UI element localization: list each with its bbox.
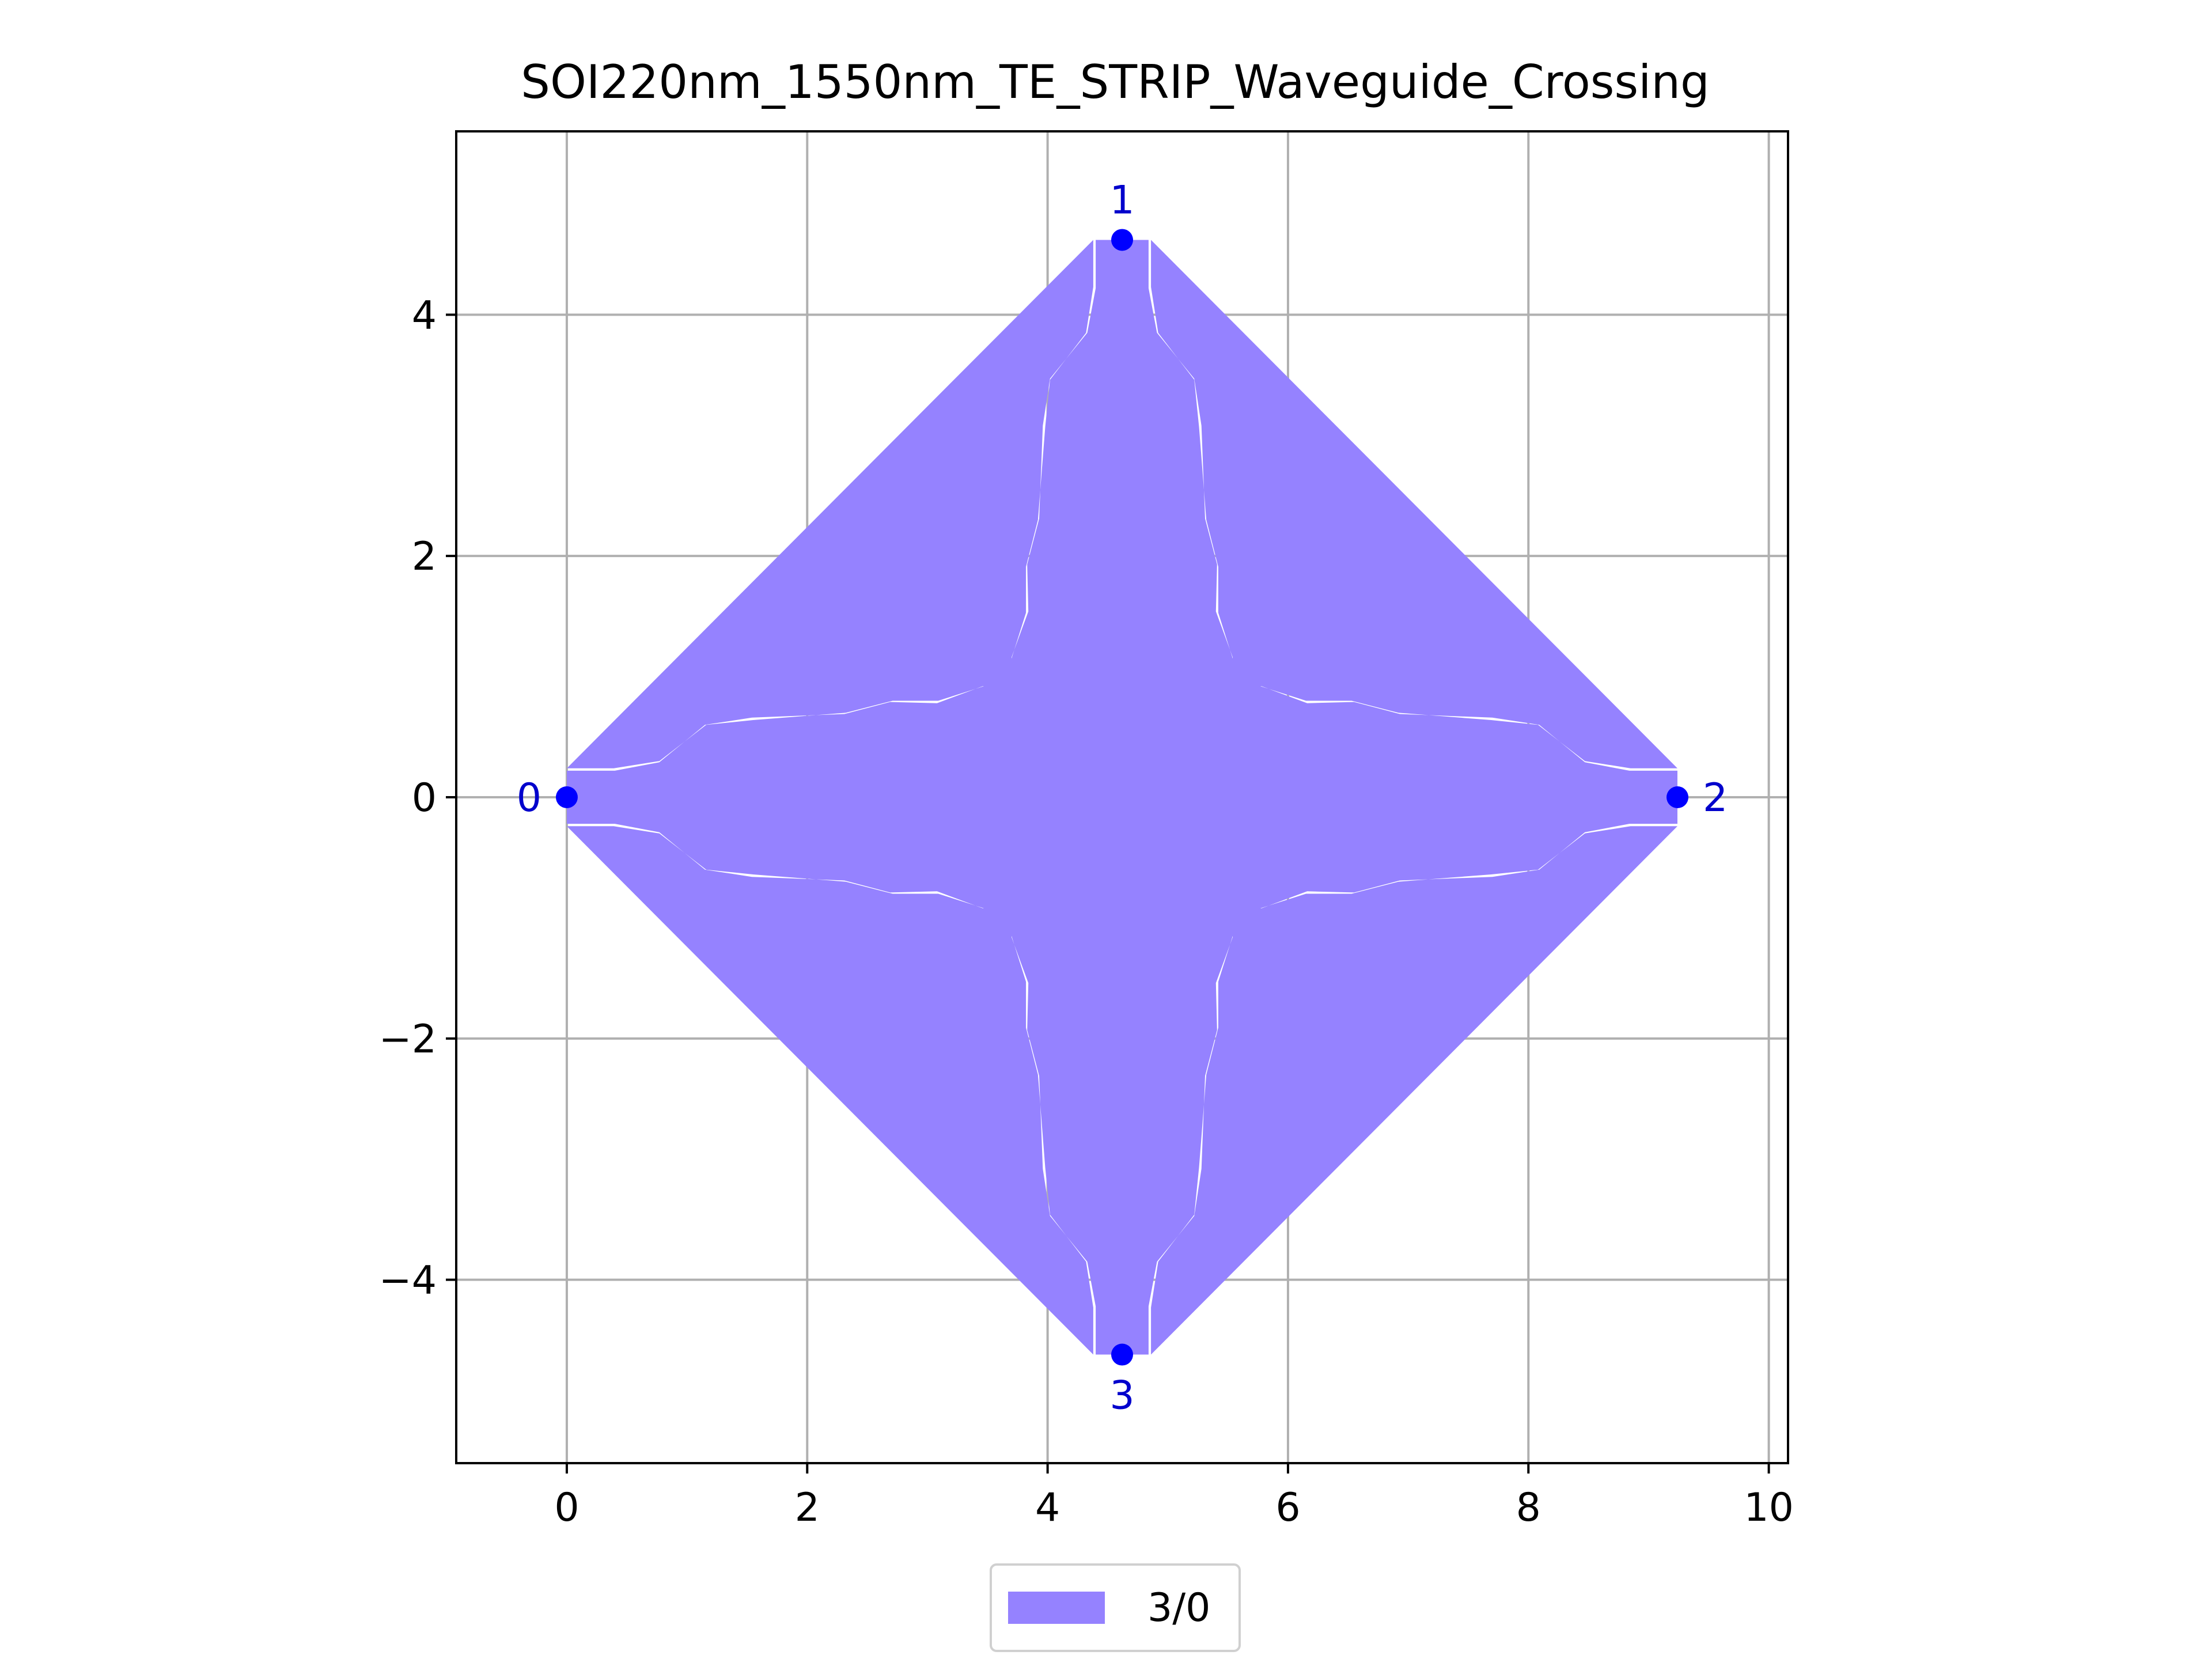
y-tick-label: 4 <box>412 293 437 338</box>
axis-ticks: 0 2 4 6 8 10 −4 −2 0 2 4 <box>379 293 1794 1531</box>
port-label: 3 <box>1109 1373 1134 1419</box>
y-tick-label: 0 <box>412 775 437 821</box>
legend-swatch <box>1008 1592 1105 1624</box>
port-label: 0 <box>517 775 541 821</box>
y-tick-label: −2 <box>379 1017 437 1062</box>
legend-label: 3/0 <box>1147 1585 1210 1631</box>
port-label: 1 <box>1109 177 1134 223</box>
x-tick-label: 6 <box>1275 1485 1300 1531</box>
x-tick-label: 8 <box>1516 1485 1541 1531</box>
y-tick-label: −4 <box>379 1258 437 1304</box>
legend-box <box>990 1563 1241 1652</box>
x-tick-label: 10 <box>1744 1485 1794 1531</box>
x-tick-label: 0 <box>554 1485 579 1531</box>
port-marker <box>1666 786 1689 808</box>
crossing-polygon <box>567 240 1677 1355</box>
chart-title: SOI220nm_1550nm_TE_STRIP_Waveguide_Cross… <box>521 55 1710 109</box>
legend: 3/0 <box>990 1563 1241 1652</box>
x-tick-label: 2 <box>795 1485 820 1531</box>
port-marker <box>555 786 578 808</box>
port-marker <box>1111 1343 1133 1366</box>
y-tick-label: 2 <box>412 534 437 579</box>
port-marker <box>1111 229 1133 251</box>
port-label: 2 <box>1703 775 1728 821</box>
port-markers: 0 1 2 3 <box>517 177 1728 1418</box>
x-tick-label: 4 <box>1035 1485 1060 1531</box>
waveguide-crossing-shape <box>567 240 1677 1355</box>
